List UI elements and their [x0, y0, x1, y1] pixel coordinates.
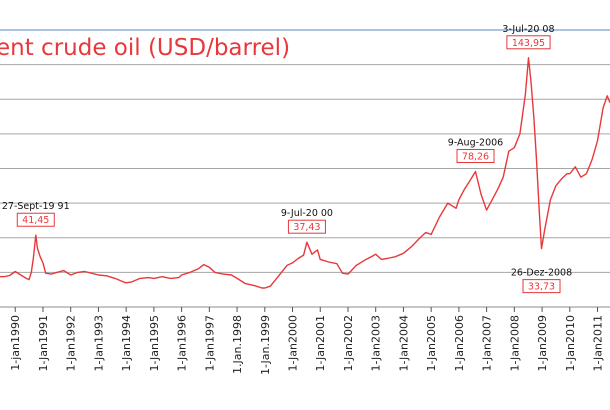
annotation-date: 9-Aug-2006: [448, 138, 503, 149]
x-tick-label: 1-Jan2011: [592, 315, 605, 372]
x-tick-label: 1-Jan1993: [92, 315, 105, 372]
x-tick-label: 1-Jan2001: [314, 315, 327, 372]
x-tick-label: 1-Jan2002: [342, 315, 355, 372]
x-tick-label: 1-Jan2010: [564, 315, 577, 372]
annotation-value-box: [287, 219, 326, 234]
annotation: 9-Aug-2006 78,26: [448, 138, 503, 164]
annotation-value: 143,95: [512, 38, 545, 49]
annotation-value: 41,45: [22, 215, 49, 226]
chart-title: ent crude oil (USD/barrel): [0, 35, 290, 61]
x-tick-label: 1-Jan1994: [120, 315, 133, 372]
annotation-value: 78,26: [462, 152, 489, 163]
annotation: 26-Dez-2008 33,73: [511, 268, 572, 294]
annotation-value: 37,43: [293, 222, 320, 233]
annotation-date: 3-Jul-20 08: [502, 24, 554, 35]
annotation-value: 33,73: [528, 282, 555, 293]
x-tick-label: 1-jan1990: [9, 315, 22, 371]
x-tick-label: 1-Jan2008: [508, 315, 521, 372]
x-tick-label: 1-Jan2007: [481, 315, 494, 372]
x-tick-label: 1.Jan.1998: [231, 315, 244, 374]
annotation-value-box: [506, 35, 551, 50]
x-tick-label: 1-Jan2004: [397, 315, 410, 372]
x-tick-label: 1-Jan2009: [536, 315, 549, 372]
annotations: 27-Sept-19 91 41,45 9-Jul-20 00 37,43 9-Aug-…: [2, 24, 572, 294]
annotation-date: 27-Sept-19 91: [2, 201, 70, 212]
x-tick-label: 1-Jan1997: [203, 315, 216, 372]
series-line-brent: [0, 57, 610, 289]
annotation: 9-Jul-20 00 37,43: [281, 208, 333, 234]
x-tick-label: 1-Jan2006: [453, 315, 466, 372]
x-axis: 1-jan1990 1-Jan1991 1-Jan1992 1-Jan1993 1-Ja…: [9, 307, 605, 375]
x-tick-label: 1-Jan.1999: [259, 315, 272, 375]
x-tick-label: 1-Jan2000: [287, 315, 300, 372]
annotation-date: 26-Dez-2008: [511, 268, 572, 279]
annotation: 27-Sept-19 91 41,45: [2, 201, 70, 227]
gridlines: [0, 29, 610, 308]
annotation: 3-Jul-20 08 143,95: [502, 24, 555, 50]
x-tick-label: 1-Jan2005: [425, 315, 438, 372]
x-tick-label: 1-Jan2003: [370, 315, 383, 372]
x-tick-label: 1-Jan1991: [37, 315, 50, 372]
x-tick-label: 1-Jan1992: [65, 315, 78, 372]
x-tick-label: 1-Jan1995: [148, 315, 161, 372]
annotation-value-box: [522, 279, 561, 294]
annotation-date: 9-Jul-20 00: [281, 208, 333, 219]
annotation-value-box: [456, 149, 495, 164]
x-tick-label: 1-Jan1996: [176, 315, 189, 372]
annotation-value-box: [16, 212, 55, 227]
